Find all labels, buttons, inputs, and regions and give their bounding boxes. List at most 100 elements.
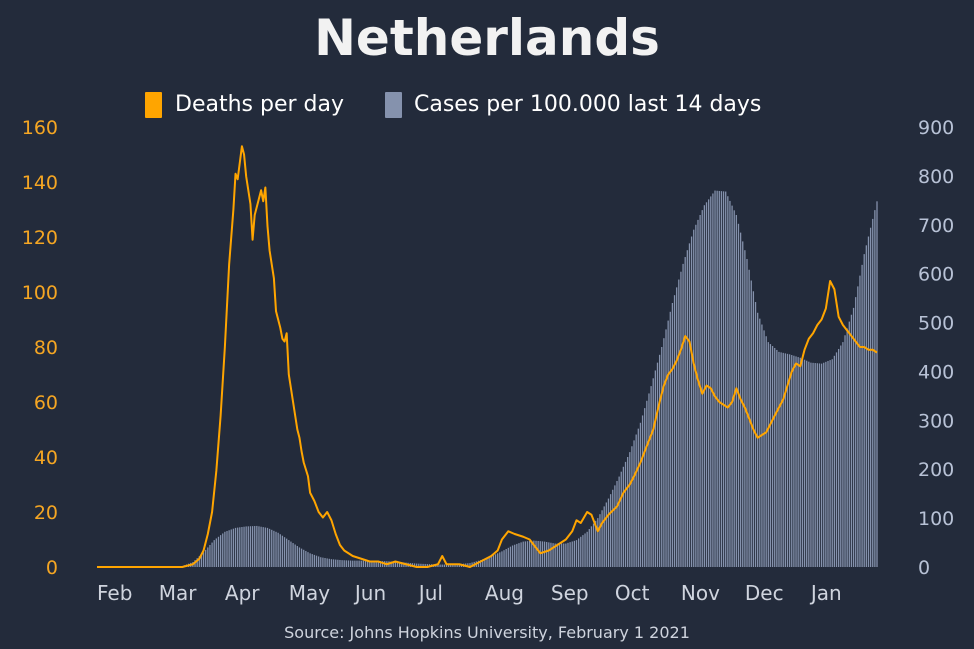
cases-bar [251,526,254,567]
cases-bar [767,342,769,567]
cases-bar [454,564,456,567]
cases-bar [245,526,247,567]
cases-bar [458,564,460,567]
deaths-line [97,145,878,568]
cases-bar [224,531,226,567]
cases-bar [443,564,446,567]
cases-bar [277,532,279,567]
cases-bar [586,531,588,567]
cases-bar [718,190,720,567]
cases-bar [799,357,801,567]
cases-bar [362,560,365,567]
cases-bar [300,548,303,567]
cases-bar [820,363,823,567]
cases-bar [622,466,625,567]
cases-bar [603,506,605,567]
cases-bar [763,330,765,567]
cases-bar [281,535,284,567]
cases-bar [507,547,509,567]
cases-bar [398,562,401,567]
cases-bar [533,540,535,567]
cases-bar [471,562,473,567]
cases-bar [503,550,505,567]
cases-bar [441,564,443,567]
cases-bar [601,510,603,567]
cases-bar [518,543,520,567]
cases-bar [844,335,846,567]
cases-bar [782,352,784,567]
cases-bar [484,558,486,567]
cases-bar [234,527,237,567]
cases-bar [780,352,782,567]
cases-bar [266,527,269,567]
x-axis-month-label: Jan [809,581,842,605]
cases-bar [505,549,507,567]
left-axis-ticks: 0 20 40 60 80 100 120 140 160 [22,117,58,579]
cases-bar [486,557,488,567]
cases-bar [665,329,667,567]
cases-bar [200,554,203,567]
cases-bar [326,558,328,567]
cases-bar [835,352,838,567]
cases-bar [812,362,814,567]
legend-cases-swatch [385,92,402,118]
cases-bar [673,295,676,567]
source-note: Source: Johns Hopkins University, Februa… [284,623,690,642]
cases-bar [215,538,217,567]
cases-bar [492,555,495,567]
cases-bar [710,196,712,568]
cases-bar [546,541,548,567]
cases-bar [823,362,825,567]
x-axis-month-label: Nov [681,581,720,605]
cases-bar [590,526,593,567]
left-axis-tick-label: 40 [34,447,58,469]
cases-bar [667,320,669,567]
cases-bar [595,520,597,567]
cases-bar [658,354,661,567]
cases-bar [803,359,806,567]
cases-bar [337,559,339,567]
right-axis-tick-label: 900 [918,117,954,139]
cases-bar [757,312,759,567]
cases-bar [846,328,848,567]
cases-bar [358,560,360,567]
cases-bar [831,359,833,567]
cases-bar [456,564,458,567]
legend-cases-label: Cases per 100.000 last 14 days [414,92,761,117]
cases-bar [684,257,686,567]
cases-bar [857,286,859,567]
cases-bar [560,543,563,567]
cases-bar [682,263,684,567]
cases-bar [499,552,501,567]
cases-bar [418,563,420,567]
legend-deaths-swatch [145,92,162,118]
cases-bar [558,543,561,567]
cases-bar [482,559,484,567]
cases-bar [202,552,205,567]
x-axis-month-label: Jul [417,581,443,605]
cases-bar [303,549,305,567]
cases-bar [448,564,450,567]
cases-bar [262,527,264,567]
cases-bar [863,254,865,568]
cases-bar [833,355,836,567]
cases-bar [784,353,786,567]
cases-bar [313,554,316,567]
cases-bar [573,540,576,567]
cases-bar [381,561,384,567]
cases-bar [207,547,209,567]
cases-bar [771,346,774,567]
cases-bar [874,210,876,568]
cases-bar [669,311,671,567]
cases-bar [420,563,422,567]
cases-bar [226,531,228,567]
cases-bar [294,544,296,567]
cases-bar [322,557,324,567]
cases-bar [842,342,844,567]
cases-bar [520,542,522,567]
cases-bar [219,535,222,567]
right-axis-tick-label: 300 [918,410,954,432]
cases-bar [575,540,578,567]
